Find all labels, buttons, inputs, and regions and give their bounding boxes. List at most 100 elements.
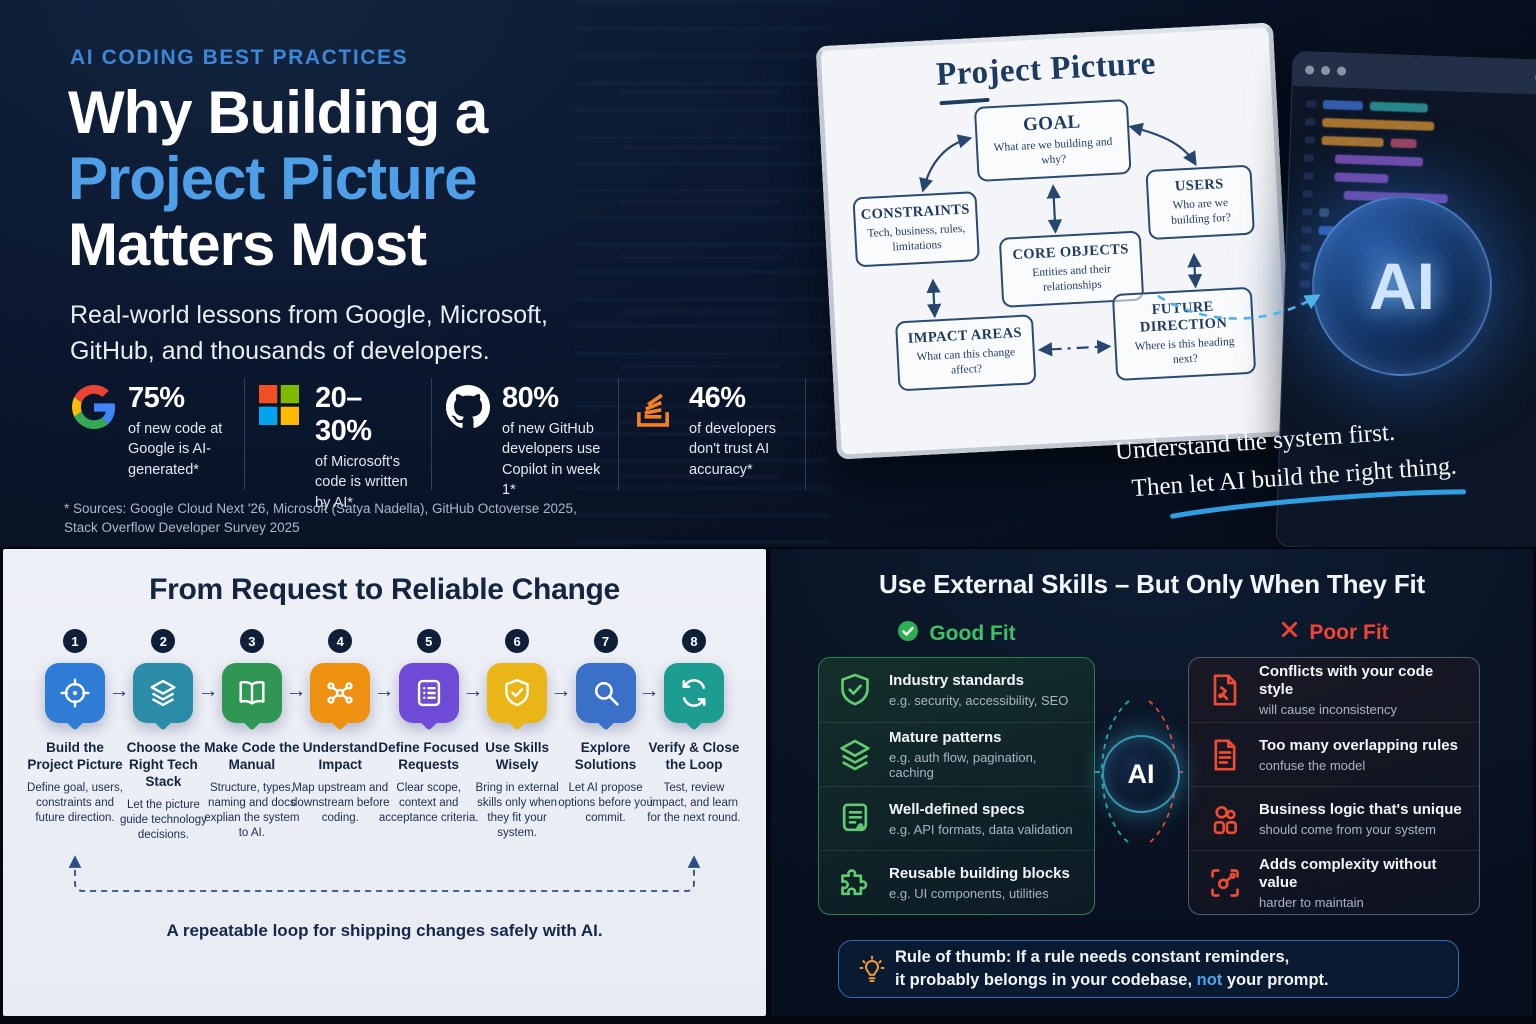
background-code-texture [575,0,830,547]
layers-icon [133,663,194,723]
node-impact-areas: IMPACT AREAS What can this change affect… [894,314,1037,392]
stat-stackoverflow: 46% of developers don't trust AI accurac… [618,378,806,490]
fit-item-title: Too many overlapping rules [1259,736,1458,754]
ai-sphere: AI [1312,196,1492,376]
step-title: Use Skills Wisely [485,740,549,772]
node-name: CONSTRAINTS [860,201,971,224]
good-fit-header: Good Fit [771,619,1141,649]
good-fit-item: Reusable building blocks e.g. UI compone… [819,850,1094,914]
fit-item-title: Well-defined specs [889,800,1025,818]
stat-body: 80% of new GitHub developers use Copilot… [502,382,604,498]
poor-fit-card: Conflicts with your code style will caus… [1188,657,1480,915]
rules-document-icon [1205,735,1245,775]
checklist-icon [398,663,459,723]
node-desc: What are we building and why? [993,135,1113,167]
stat-body: 20–30% of Microsoft's code is written by… [315,382,417,511]
refresh-icon [663,663,724,723]
rule-line-2-post: your prompt. [1222,971,1329,989]
eyebrow-label: AI CODING BEST PRACTICES [70,46,409,69]
page-title: Why Building a Project Picture Matters M… [68,80,488,278]
whiteboard-title: Project Picture [935,45,1157,93]
target-icon [45,663,105,723]
complexity-icon [1205,863,1245,903]
step-number: 7 [593,629,618,653]
fit-item-body: Well-defined specs e.g. API formats, dat… [889,801,1073,837]
stat-value: 75% [128,382,185,414]
step-desc: Structure, types, naming and docs explia… [204,781,300,840]
rule-highlight: not [1196,971,1223,989]
fit-item-title: Adds complexity without value [1259,855,1437,891]
fit-item-title: Industry standards [889,672,1025,689]
ai-circle: AI [1102,735,1180,813]
poor-fit-item: Too many overlapping rules confuse the m… [1189,722,1479,786]
window-dot [1336,65,1347,76]
step-arrow-icon: → [638,679,660,702]
step-number: 1 [63,629,87,653]
step-arrow-icon: → [285,679,307,702]
fit-item-body: Adds complexity without value harder to … [1259,856,1463,910]
fit-item-desc: should come from your system [1259,821,1437,837]
repeatable-loop-arrow [68,855,701,892]
skills-title: Use External Skills – But Only When They… [879,569,1425,599]
note-underline-swoosh [1170,489,1467,519]
layers-icon [835,735,875,775]
fit-item-desc: e.g. security, accessibility, SEO [889,693,1069,708]
fit-item-body: Conflicts with your code style will caus… [1259,663,1463,717]
step-arrow-icon: → [197,679,219,702]
fit-item-desc: e.g. API formats, data validation [889,821,1073,837]
step-number: 5 [416,629,441,653]
step-arrow-icon: → [550,679,572,702]
process-step: 3 Make Code the Manual Structure, types,… [204,629,299,843]
rule-text: Rule of thumb: If a rule needs constant … [895,946,1329,993]
node-desc: Tech, business, rules, limitations [867,222,966,254]
fit-item-desc: will cause inconsistency [1259,702,1398,717]
step-desc: Map upstream and downstream before codin… [291,781,390,825]
stat-microsoft: 20–30% of Microsoft's code is written by… [244,378,431,511]
good-fit-card: Industry standards e.g. security, access… [818,657,1095,915]
title-line-2: Project Picture [68,145,478,212]
step-title: Build the Project Picture [27,740,123,772]
process-step: 7 Explore Solutions Let AI propose optio… [558,629,653,843]
fit-item-desc: harder to maintain [1259,894,1364,910]
unique-logic-icon [1205,799,1245,839]
step-number: 8 [681,629,706,653]
stat-text: of new code at Google is AI-generated* [128,421,223,478]
node-goal: GOAL What are we building and why? [973,99,1132,182]
shield-check-icon [835,670,875,710]
process-step: 4 Understand Impact Map upstream and dow… [291,629,389,843]
process-step: 5 Define Focused Requests Clear scope, c… [378,629,479,843]
stat-text: of Microsoft's code is written by AI* [315,454,408,511]
node-name: FUTURE DIRECTION [1139,298,1228,336]
stat-value: 46% [689,382,746,414]
rule-line-1: Rule of thumb: If a rule needs constant … [895,947,1290,966]
stat-google: 75% of new code at Google is AI-generate… [58,378,244,490]
stat-value: 80% [502,382,559,414]
step-desc: Bring in external skills only when they … [475,781,559,840]
step-title: Understand Impact [302,740,378,772]
github-logo [446,382,490,490]
stat-github: 80% of new GitHub developers use Copilot… [431,378,618,498]
footnote-line-1: * Sources: Google Cloud Next '26, Micros… [64,501,577,516]
stat-text: of new GitHub developers use Copilot in … [502,421,601,498]
x-icon [1279,619,1300,646]
good-fit-item: Well-defined specs e.g. API formats, dat… [819,786,1094,850]
window-dot [1304,64,1315,75]
poor-fit-item: Conflicts with your code style will caus… [1189,658,1479,722]
poor-fit-header: Poor Fit [1163,619,1505,646]
step-number: 3 [239,629,264,653]
sources-footnote: * Sources: Google Cloud Next '26, Micros… [64,500,577,538]
step-desc: Test, review impact, and learn for the n… [647,781,741,825]
broken-document-icon [1205,670,1245,710]
good-fit-label: Good Fit [929,622,1016,645]
title-line-3: Matters Most [68,211,427,278]
search-icon [575,663,636,723]
good-fit-item: Industry standards e.g. security, access… [819,658,1094,722]
project-picture-whiteboard: Project Picture GOAL What are we buildin… [815,22,1295,460]
step-desc: Let AI propose options before you commit… [558,781,653,825]
fit-item-desc: confuse the model [1259,757,1366,773]
fit-item-title: Mature patterns [889,729,1002,746]
process-step: 2 Choose the Right Tech Stack Let the pi… [119,629,207,843]
bottom-row: From Request to Reliable Change 1 Build … [0,549,1536,1016]
stackoverflow-logo [633,382,677,490]
skills-panel: Use External Skills – But Only When They… [771,549,1533,1016]
